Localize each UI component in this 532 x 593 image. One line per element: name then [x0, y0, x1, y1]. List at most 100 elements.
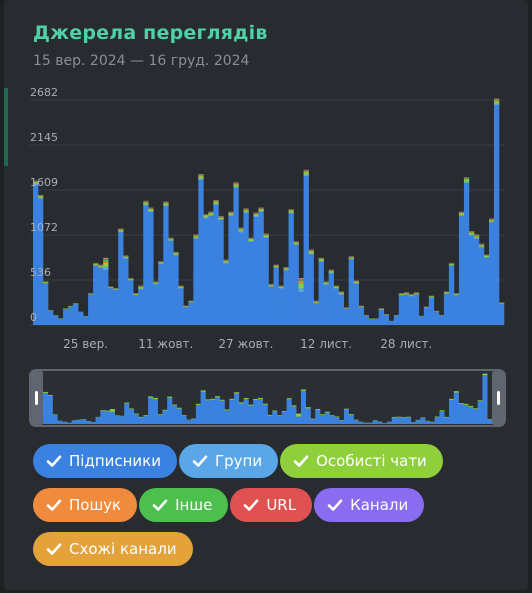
bar-segment: [148, 208, 154, 210]
bar-stack: [418, 315, 425, 325]
bar-segment: [318, 260, 324, 262]
checkmark-icon: [45, 540, 63, 558]
bar-subscribers: [453, 295, 460, 325]
mini-bar-other: [195, 403, 201, 405]
bar-segment: [188, 301, 194, 303]
mini-bar-main: [238, 403, 244, 424]
mini-bar-other: [401, 417, 407, 418]
bar-stack: [33, 180, 39, 325]
bar-segment: [488, 220, 495, 222]
mini-bar-main: [410, 422, 416, 424]
checkmark-icon: [326, 496, 344, 514]
bar-subscribers: [258, 212, 264, 325]
bar-subscribers: [158, 264, 164, 325]
mini-bar-other: [152, 397, 158, 399]
legend-chip[interactable]: Схожі канали: [33, 532, 193, 566]
legend-chip[interactable]: URL: [230, 488, 313, 522]
bar-segment: [298, 281, 304, 284]
bar-segment: [238, 228, 244, 230]
mini-bar-other: [181, 415, 187, 416]
mini-bar: [343, 408, 350, 424]
bar-segment: [488, 219, 495, 221]
bar-segment: [98, 267, 104, 269]
mini-bar-other: [300, 389, 307, 391]
mini-bar-main: [386, 421, 392, 424]
bar-segment: [458, 213, 465, 214]
bar-segment: [88, 293, 94, 295]
bar-subscribers: [428, 297, 435, 325]
bar-stack: [138, 285, 144, 325]
bar-subscribers: [283, 270, 289, 325]
legend-chip[interactable]: Підписники: [33, 444, 177, 478]
bar-stack: [498, 302, 505, 325]
bar-segment: [223, 262, 229, 264]
legend-chip[interactable]: Групи: [179, 444, 279, 478]
mini-bar-main: [128, 409, 135, 424]
y-tick-label: 0: [30, 311, 37, 324]
mini-bar-main: [210, 399, 216, 424]
bar-stack: [158, 261, 164, 325]
mini-bar: [410, 421, 416, 424]
bar-subscribers: [153, 284, 159, 325]
mini-bar: [487, 418, 493, 424]
mini-bar: [71, 420, 77, 424]
legend-chip[interactable]: Особисті чати: [280, 444, 443, 478]
bar-subscribers: [233, 188, 239, 325]
bar-subscribers: [203, 218, 209, 325]
bar-segment: [488, 221, 495, 223]
bar-segment: [288, 210, 294, 212]
bar-stack: [123, 255, 129, 325]
bar-segment: [208, 213, 214, 216]
mini-bar: [109, 409, 115, 424]
mini-bar-main: [291, 406, 297, 424]
mini-bar-main: [391, 417, 397, 424]
mini-bar-main: [315, 409, 321, 424]
mini-bar-other: [133, 413, 139, 415]
bar-subscribers: [83, 316, 89, 325]
mini-bar-other: [277, 415, 283, 416]
legend-chip[interactable]: Канали: [314, 488, 425, 522]
legend-chip[interactable]: Інше: [139, 488, 229, 522]
bar-subscribers: [273, 268, 279, 325]
bar-stack: [428, 295, 435, 325]
bar-subscribers: [128, 280, 134, 325]
bar-subscribers: [218, 220, 224, 325]
bar-subscribers: [298, 292, 304, 325]
chart-date-range: 15 вер. 2024 — 16 груд. 2024: [33, 53, 250, 69]
bar-segment: [213, 201, 219, 202]
bar-segment: [203, 216, 209, 218]
mini-bar: [449, 398, 455, 424]
bar-segment: [263, 234, 269, 236]
bar-segment: [428, 296, 435, 298]
bar-segment: [143, 201, 149, 203]
mini-bar-other: [324, 411, 330, 413]
mini-bar-other: [224, 409, 230, 411]
range-navigator[interactable]: [0, 360, 532, 432]
bar-segment: [413, 294, 420, 295]
mini-bar-other: [43, 391, 49, 393]
bar-segment: [148, 209, 154, 212]
mini-bar-other: [47, 395, 53, 396]
legend-chip-label: URL: [266, 496, 297, 514]
bar-segment: [293, 242, 299, 245]
mini-bar-other: [243, 398, 249, 400]
x-tick-label: 11 жовт.: [138, 337, 193, 351]
mini-bar: [157, 414, 163, 424]
bar-segment: [218, 216, 224, 218]
mini-bar: [262, 403, 268, 424]
bar-segment: [313, 302, 319, 304]
mini-bar: [453, 391, 459, 424]
legend-chip[interactable]: Пошук: [33, 488, 138, 522]
mini-bar: [128, 408, 135, 424]
mini-bar: [396, 416, 402, 424]
mini-bar: [200, 390, 206, 424]
bar-stack: [368, 318, 375, 325]
bar-segment: [458, 215, 465, 217]
mini-bar-main: [296, 416, 302, 424]
bar-subscribers: [93, 266, 99, 325]
bar-segment: [238, 229, 244, 232]
mini-bar: [162, 409, 168, 424]
mini-bar-main: [71, 420, 77, 424]
mini-bar-main: [138, 417, 144, 424]
bar-subscribers: [443, 294, 450, 325]
